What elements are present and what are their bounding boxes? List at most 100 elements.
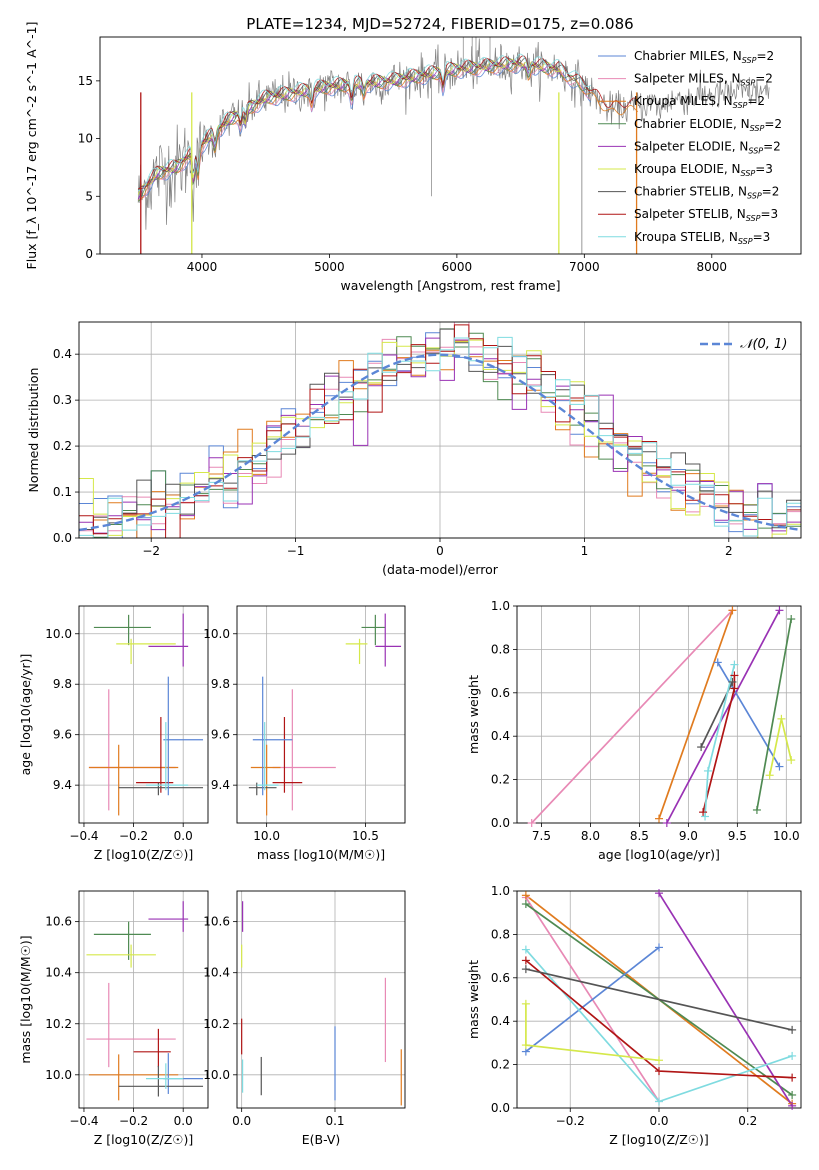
x-axis-label: E(B-V): [302, 1132, 341, 1147]
y-tick-label: 0: [85, 247, 93, 261]
plot-area: [79, 322, 801, 538]
x-tick-label: 0.0: [174, 829, 193, 843]
x-axis-label: Z [log10(Z/Z☉)]: [94, 847, 194, 862]
weight-line: [717, 661, 781, 768]
x-axis-label: (data-model)/error: [382, 562, 499, 577]
axes-weight-vs-Z: −0.2 0.0 0.2 0.0 0.2 0.4 0.6 0.8 1.0 Z [log10(Z/Z…: [466, 884, 802, 1147]
axes-frame: [516, 605, 802, 824]
x-tick-label: 9.0: [679, 829, 698, 843]
axes-age-vs-mass: 10.0 10.5 9.4 9.6 9.8 10.0 mass [log10(M/M☉)]: [203, 605, 406, 862]
x-tick-label: 0.0: [232, 1114, 251, 1128]
weight-line: [658, 610, 734, 819]
y-tick-label: 5: [85, 189, 93, 203]
weight-line: [666, 609, 781, 823]
y-axis-label: mass weight: [466, 960, 481, 1039]
x-tick-label: −0.2: [119, 829, 148, 843]
figure-title: PLATE=1234, MJD=52724, FIBERID=0175, z=0…: [246, 15, 633, 33]
weight-line: [756, 618, 793, 811]
y-tick-label: 0.2: [491, 773, 510, 787]
y-tick-label: 9.8: [211, 677, 230, 691]
plot-area: [531, 609, 793, 823]
normal-curve: [79, 353, 801, 532]
legend-label: Chabrier STELIB, NSSP=2: [634, 185, 779, 201]
y-tick-label: 0.4: [491, 1014, 510, 1028]
x-tick-label: −0.2: [119, 1114, 148, 1128]
weight-line: [525, 946, 660, 1053]
plot-area: [241, 901, 402, 1106]
x-tick-label: 6000: [442, 260, 473, 274]
axes-mass-vs-Z: −0.4 −0.2 0.0 10.0 10.2 10.4 10.6 Z [log10(Z/Z☉…: [18, 890, 209, 1147]
y-tick-label: 10.6: [203, 915, 230, 929]
histogram-step-8: [79, 336, 801, 538]
weight-line: [525, 1003, 660, 1062]
axes-frame: [236, 890, 406, 1109]
spectrum-legend: Chabrier MILES, NSSP=2 Salpeter MILES, NS…: [598, 49, 782, 246]
x-tick-label: −0.4: [69, 1114, 98, 1128]
x-tick-label: −0.2: [556, 1114, 585, 1128]
y-tick-label: 0.2: [53, 439, 72, 453]
spectrum-model-2: [138, 61, 639, 201]
histogram-step-6: [79, 328, 801, 530]
x-tick-label: −0.4: [69, 829, 98, 843]
y-axis-label: age [log10(age/yr)]: [18, 654, 33, 776]
legend-label: Kroupa MILES, NSSP=2: [634, 94, 765, 110]
y-tick-label: 0.6: [491, 686, 510, 700]
x-tick-label: 4000: [187, 260, 218, 274]
x-tick-label: 8.5: [630, 829, 649, 843]
y-tick-label: 10.0: [45, 1068, 72, 1082]
plot-area: [248, 613, 402, 816]
x-tick-label: 8.0: [581, 829, 600, 843]
x-axis-label: Z [log10(Z/Z☉)]: [609, 1132, 709, 1147]
spectrum-model-7: [138, 55, 639, 190]
y-tick-label: 1.0: [491, 884, 510, 898]
plot-area: [525, 892, 793, 1107]
weight-line: [702, 675, 736, 813]
plot-area: [88, 613, 204, 816]
x-tick-label: 0.2: [738, 1114, 757, 1128]
histogram-step-2: [79, 340, 801, 538]
y-tick-label: 9.6: [211, 728, 230, 742]
x-axis-label: wavelength [Angstrom, rest frame]: [340, 278, 560, 293]
axes-frame: [99, 36, 802, 255]
axes-age-vs-Z: −0.4 −0.2 0.0 9.4 9.6 9.8 10.0 Z [log10(Z/Z☉)] a…: [18, 605, 209, 862]
legend-label: Kroupa STELIB, NSSP=3: [634, 230, 770, 246]
y-tick-label: 0.3: [53, 393, 72, 407]
x-tick-label: 8000: [697, 260, 728, 274]
legend-label: 𝒩(0, 1): [740, 337, 787, 352]
y-tick-label: 0.2: [491, 1058, 510, 1072]
x-tick-label: 1: [581, 544, 589, 558]
axes-frame: [78, 605, 209, 824]
axes-residuals: −2 −1 0 1 2 0.0 0.1 0.2 0.3 0.4 (data-model)/error…: [26, 321, 802, 577]
y-axis-label: mass [log10(M/M☉)]: [18, 935, 33, 1063]
y-tick-label: 0.6: [491, 971, 510, 985]
weight-line: [525, 968, 793, 1031]
x-axis-label: age [log10(age/yr)]: [598, 847, 720, 862]
y-tick-label: 10.2: [45, 1017, 72, 1031]
y-tick-label: 10.2: [203, 1017, 230, 1031]
y-tick-label: 9.4: [211, 778, 230, 792]
x-tick-label: 10.0: [253, 829, 280, 843]
x-tick-label: −2: [142, 544, 160, 558]
legend-label: Chabrier ELODIE, NSSP=2: [634, 117, 782, 133]
legend-label: Salpeter ELODIE, NSSP=2: [634, 139, 781, 155]
y-axis-label: Flux [f_λ 10^-17 erg cm^-2 s^-1 A^-1]: [24, 22, 39, 270]
x-tick-label: 7000: [569, 260, 600, 274]
spectrum-model-6: [137, 57, 592, 191]
spectrum-model-5: [137, 58, 562, 195]
x-tick-label: 0: [436, 544, 444, 558]
y-tick-label: 9.8: [53, 677, 72, 691]
x-tick-label: 0.0: [174, 1114, 193, 1128]
x-axis-label: mass [log10(M/M☉)]: [257, 847, 385, 862]
y-axis-label: Normed distribution: [26, 368, 41, 493]
x-tick-label: 7.5: [532, 829, 551, 843]
x-tick-label: 0.0: [649, 1114, 668, 1128]
x-tick-label: 10.5: [352, 829, 379, 843]
x-tick-label: 5000: [314, 260, 345, 274]
axes-spectrum: 4000 5000 6000 7000 8000 0 5 10 15 wavelength [An…: [24, 22, 802, 293]
y-tick-label: 0.8: [491, 642, 510, 656]
legend-label: Salpeter STELIB, NSSP=3: [634, 207, 778, 223]
plot-area: [137, 37, 770, 254]
weight-line: [658, 892, 793, 1107]
y-tick-label: 0.0: [491, 1101, 510, 1115]
axes-mass-vs-EBV: 0.0 0.1 10.0 10.2 10.4 10.6 E(B-V): [203, 890, 406, 1147]
